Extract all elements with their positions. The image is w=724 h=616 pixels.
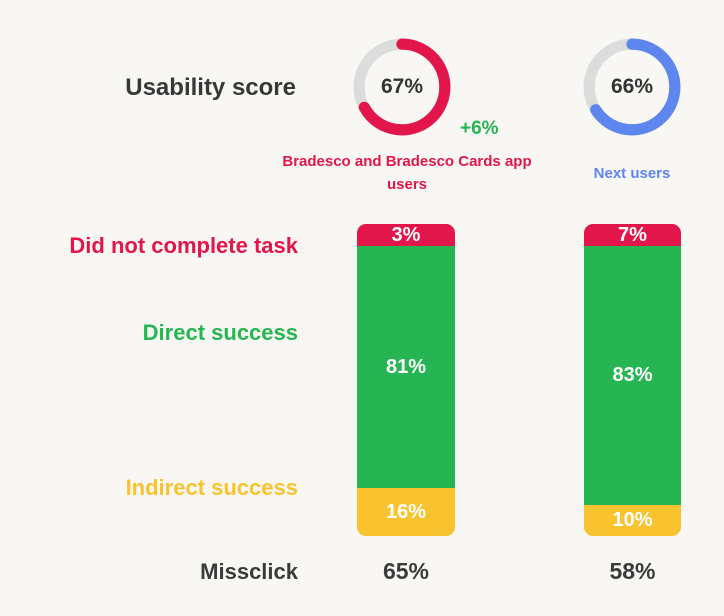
segment-value-label: 3%: [391, 224, 421, 246]
bar-segment-direct-success: 83%: [584, 246, 681, 505]
missclick-value-bradesco: 65%: [382, 558, 430, 584]
segment-value-label: 7%: [618, 224, 647, 246]
donut-svg: [353, 38, 451, 136]
row-label-missclick: Missclick: [200, 559, 298, 584]
bar-segment-indirect-success: 16%: [357, 488, 455, 536]
donut-chart-next: 66%: [581, 36, 683, 138]
bar-segment-indirect-success: 10%: [584, 504, 681, 536]
bar-segment-did-not-complete-task: 7%: [584, 224, 681, 246]
row-label-indirect-success: Indirect success: [125, 475, 298, 500]
row-label-did-not-complete-task: Did not complete task: [69, 233, 298, 258]
donut-chart-bradesco: 67%: [351, 36, 453, 138]
donut-arc: [353, 38, 451, 136]
segment-value-label: 10%: [612, 508, 653, 531]
delta-badge: +6%: [460, 118, 499, 139]
usability-score-label: Usability score: [125, 74, 296, 101]
donut-value-bradesco: 67%: [380, 75, 424, 98]
stacked-bar-next: 7% 83% 10%: [584, 224, 681, 536]
donut-caption-next: Next users: [593, 165, 671, 182]
donut-caption-bradesco: Bradesco and Bradesco Cards app users: [282, 153, 532, 194]
donut-arc: [583, 38, 681, 136]
donut-svg: [583, 38, 681, 136]
bar-segment-did-not-complete-task: 3%: [357, 224, 455, 246]
segment-value-label: 16%: [385, 500, 427, 523]
segment-value-label: 83%: [612, 363, 653, 386]
stacked-bar-bradesco: 3% 81% 16%: [357, 224, 455, 536]
row-label-direct-success: Direct success: [142, 320, 298, 345]
bar-segment-direct-success: 81%: [357, 246, 455, 489]
donut-value-next: 66%: [610, 75, 654, 98]
missclick-value-next: 58%: [609, 558, 656, 584]
segment-value-label: 81%: [385, 355, 427, 378]
